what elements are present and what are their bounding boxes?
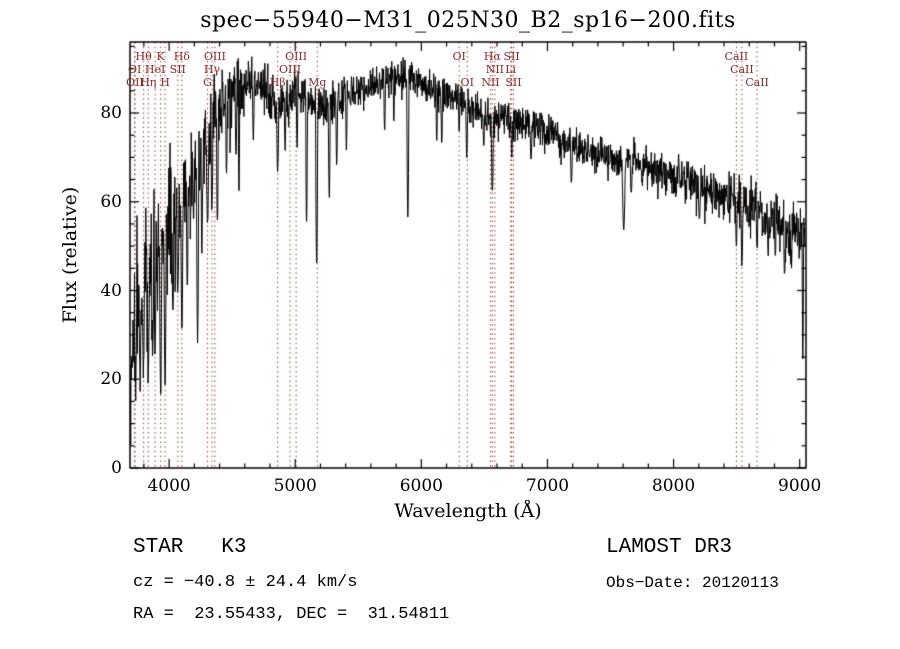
spectral-line-label: CaII	[745, 76, 769, 89]
spectral-line-label: K	[156, 50, 165, 63]
spectral-line-label: Li	[505, 63, 517, 76]
x-axis-label: Wavelength (Å)	[394, 500, 542, 522]
spectral-line-label: G	[203, 76, 212, 89]
survey-release-label: LAMOST DR3	[606, 536, 733, 559]
spectral-line-label: CaII	[730, 63, 754, 76]
y-tick-label: 40	[100, 280, 122, 301]
spectral-line-label: OIII	[203, 50, 226, 63]
plot-title: spec−55940−M31_025N30_B2_sp16−200.fits	[200, 8, 736, 33]
spectral-line-label: NII	[485, 63, 505, 76]
y-axis-label: Flux (relative)	[59, 186, 81, 324]
x-tick-label: 6000	[399, 476, 443, 496]
spectral-line-label: Hθ	[135, 50, 152, 63]
classification-label: STAR K3	[133, 536, 247, 559]
spectral-line-label: OI	[452, 50, 466, 63]
spectral-line-label: Hη	[140, 76, 157, 89]
spectral-line-label: OII	[126, 76, 144, 89]
spectral-line-label: SII	[503, 50, 520, 63]
spectral-line-label: CaII	[724, 50, 749, 63]
y-tick-label: 0	[111, 458, 122, 478]
spectral-line-label: Hβ	[269, 76, 286, 89]
y-tick-label: 60	[100, 191, 122, 212]
x-tick-label: 9000	[778, 476, 822, 496]
x-tick-label: 7000	[525, 476, 570, 496]
spectral-line-label: NII	[481, 76, 500, 89]
spectral-line-label: H	[160, 76, 170, 89]
y-tick-label: 80	[100, 103, 122, 123]
spectral-line-label: Hγ	[203, 63, 221, 76]
spectral-line-label: OI	[127, 63, 142, 76]
x-tick-label: 8000	[651, 476, 696, 496]
spectral-line-label: Mg	[308, 76, 327, 89]
obs-date-label: Obs−Date: 20120113	[606, 574, 779, 592]
radial-velocity-label: cz = −40.8 ± 24.4 km/s	[133, 573, 358, 592]
spectral-line-label: OIII	[285, 50, 308, 63]
spectral-line-label: HeI	[144, 63, 166, 76]
y-tick-label: 20	[100, 369, 122, 390]
spectral-line-label: OI	[460, 76, 474, 89]
spectral-line-label: Hδ	[173, 50, 190, 63]
x-tick-label: 4000	[147, 476, 191, 496]
spectral-line-label: SII	[169, 63, 186, 76]
spectral-line-label: OIII	[279, 63, 302, 76]
coordinates-label: RA = 23.55433, DEC = 31.54811	[133, 605, 450, 624]
spectral-line-label: Hα	[483, 50, 501, 63]
x-tick-label: 5000	[273, 476, 317, 496]
spectral-line-label: SII	[505, 76, 522, 89]
